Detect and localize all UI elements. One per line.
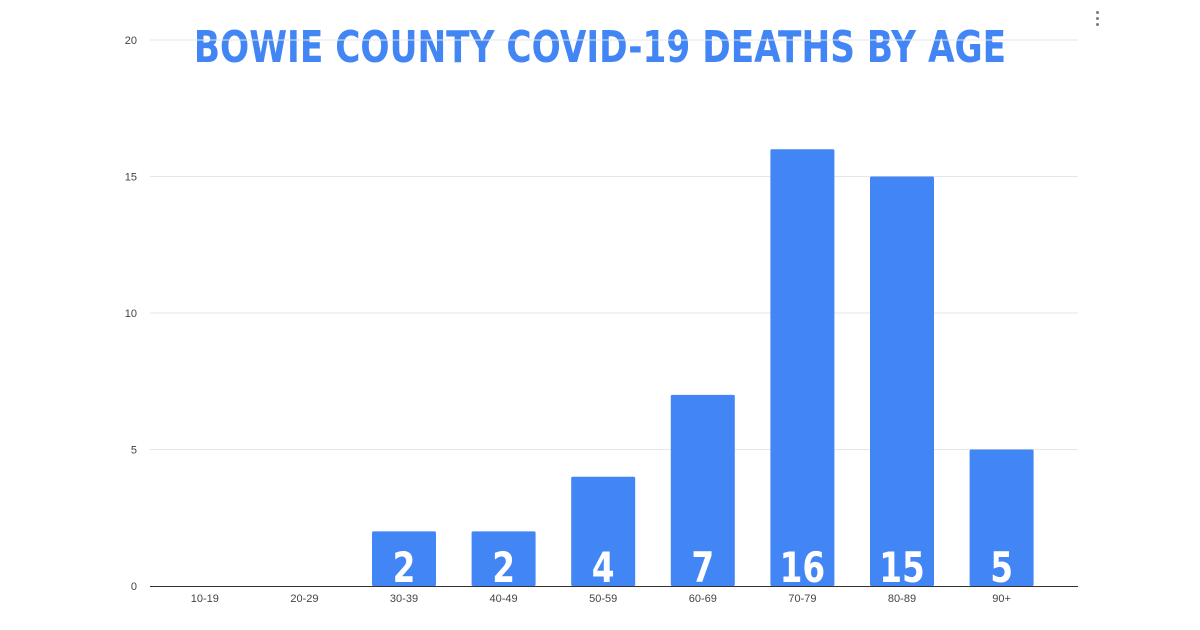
x-tick-label: 60-69 <box>689 593 717 605</box>
y-tick-label: 10 <box>125 308 137 320</box>
y-axis-tick-labels: 0 5 10 15 20 <box>125 35 137 593</box>
chart-menu-icon[interactable] <box>1088 6 1106 30</box>
bar-90+ <box>969 449 1034 586</box>
x-axis-tick-labels: 10-19 20-29 30-39 40-49 50-59 60-69 70-79 80-89… <box>191 593 1011 605</box>
x-tick-label: 70-79 <box>788 593 816 605</box>
data-label-60-69: 7 <box>691 543 714 592</box>
y-tick-label: 15 <box>125 172 137 184</box>
x-tick-label: 80-89 <box>888 593 916 605</box>
y-tick-label: 20 <box>125 35 137 47</box>
bar-70-79 <box>770 149 835 586</box>
data-label-30-39: 2 <box>393 543 416 592</box>
bars <box>372 149 1034 586</box>
x-tick-label: 90+ <box>992 593 1011 605</box>
data-label-50-59: 4 <box>592 543 615 592</box>
bar-80-89 <box>870 176 934 586</box>
data-label-70-79: 16 <box>780 543 826 592</box>
data-label-90+: 5 <box>990 543 1013 592</box>
gridlines <box>150 39 1078 450</box>
x-tick-label: 10-19 <box>191 593 219 605</box>
chart-title: BOWIE COUNTY COVID-19 DEATHS BY AGE <box>193 22 1007 73</box>
x-tick-label: 30-39 <box>390 593 418 605</box>
y-tick-label: 5 <box>131 445 137 457</box>
data-label-80-89: 15 <box>879 543 925 592</box>
x-tick-label: 40-49 <box>490 593 518 605</box>
data-labels: 2 2 4 7 16 15 5 <box>393 543 1013 592</box>
data-label-40-49: 2 <box>492 543 515 592</box>
y-tick-label: 0 <box>131 581 137 593</box>
x-tick-label: 20-29 <box>290 593 318 605</box>
x-tick-label: 50-59 <box>589 593 617 605</box>
bar-50-59 <box>571 476 636 586</box>
bar-30-39 <box>372 531 436 586</box>
bar-60-69 <box>670 394 735 586</box>
bar-40-49 <box>471 531 536 586</box>
